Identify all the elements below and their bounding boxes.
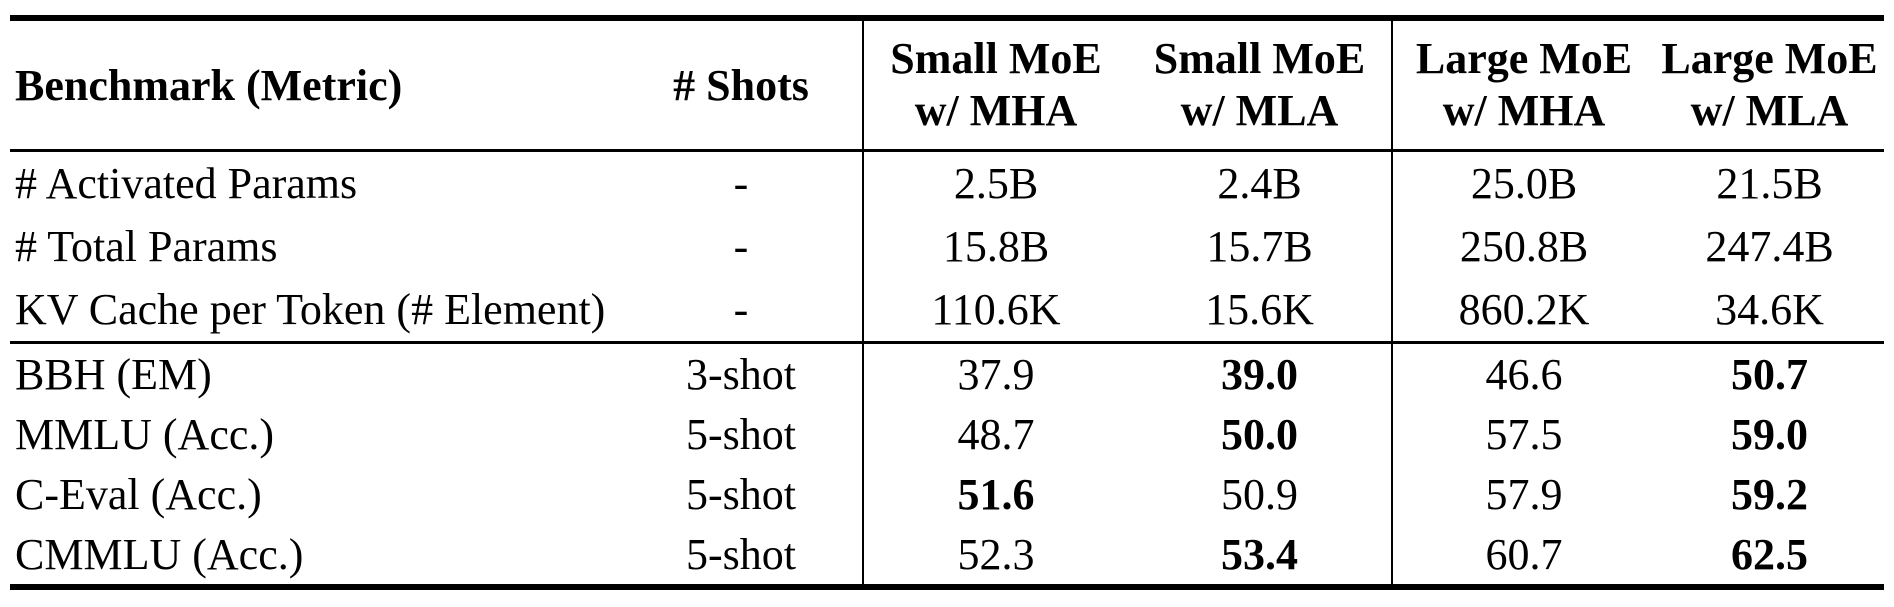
cell-value: 59.0 (1731, 409, 1808, 459)
cell-value: 62.5 (1731, 529, 1808, 579)
cell-value: 39.0 (1221, 349, 1298, 399)
header-large-moe-mla: Large MoE w/ MLA (1655, 21, 1884, 149)
cell-value: 50.0 (1221, 409, 1298, 459)
header-model-line1: Large MoE (1415, 34, 1633, 83)
row-label: BBH (EM) (15, 349, 212, 399)
row-label: CMMLU (Acc.) (15, 529, 304, 579)
row-label: C-Eval (Acc.) (15, 469, 262, 519)
cell-shots: 5-shot (686, 469, 796, 519)
header-benchmark-metric: Benchmark (Metric) (15, 60, 403, 110)
cell-value: 46.6 (1391, 344, 1655, 404)
cell-value: 2.4B (1217, 159, 1302, 208)
cell-value: 21.5B (1716, 159, 1823, 208)
cell-value: 50.9 (1221, 469, 1298, 519)
cell-shots: 5-shot (686, 529, 796, 579)
row-label: KV Cache per Token (# Element) (15, 285, 606, 334)
cell-value: 52.3 (862, 524, 1128, 584)
cell-value: 60.7 (1391, 524, 1655, 584)
header-model-line1: Large MoE (1661, 34, 1878, 83)
cell-value: 15.6K (1205, 285, 1314, 334)
cell-value: 250.8B (1391, 215, 1655, 278)
table-bottom-rule (10, 584, 1884, 590)
header-model-line2: w/ MLA (1690, 86, 1849, 135)
benchmarks-section: BBH (EM) 3-shot 37.9 39.0 46.6 50.7 MMLU… (10, 344, 1884, 584)
cell-shots: 5-shot (686, 409, 796, 459)
header-model-line2: w/ MHA (1442, 86, 1606, 135)
row-label: MMLU (Acc.) (15, 409, 275, 459)
cell-value: 50.7 (1731, 349, 1808, 399)
section-divider-rule (10, 341, 1884, 344)
cell-shots: - (733, 285, 749, 334)
cell-value: 2.5B (862, 152, 1128, 215)
cell-value: 34.6K (1715, 285, 1824, 334)
results-table: Benchmark (Metric) # Shots Small MoE w/ … (10, 15, 1884, 590)
cell-shots: - (733, 222, 749, 271)
params-section: # Activated Params - 2.5B 2.4B 25.0B 21.… (10, 152, 1884, 341)
cell-shots: - (733, 159, 749, 208)
cell-value: 53.4 (1221, 529, 1298, 579)
header-large-moe-mha: Large MoE w/ MHA (1391, 21, 1655, 149)
header-model-line1: Small MoE (1153, 34, 1366, 83)
cell-value: 59.2 (1731, 469, 1808, 519)
header-num-shots: # Shots (673, 60, 809, 110)
cell-value: 860.2K (1391, 278, 1655, 341)
cell-value: 57.5 (1391, 404, 1655, 464)
table-header-row: Benchmark (Metric) # Shots Small MoE w/ … (10, 21, 1884, 149)
header-model-line2: w/ MLA (1180, 86, 1339, 135)
row-label: # Activated Params (15, 159, 358, 208)
cell-value: 48.7 (862, 404, 1128, 464)
table-top-rule (10, 15, 1884, 21)
cell-value: 57.9 (1391, 464, 1655, 524)
header-small-moe-mha: Small MoE w/ MHA (862, 21, 1128, 149)
cell-shots: 3-shot (686, 349, 796, 399)
header-divider-rule (10, 149, 1884, 152)
cell-value: 15.8B (862, 215, 1128, 278)
row-label: # Total Params (15, 222, 278, 271)
cell-value: 37.9 (862, 344, 1128, 404)
header-model-line2: w/ MHA (914, 86, 1078, 135)
header-small-moe-mla: Small MoE w/ MLA (1128, 21, 1391, 149)
cell-value: 15.7B (1206, 222, 1313, 271)
cell-value: 247.4B (1705, 222, 1834, 271)
header-model-line1: Small MoE (890, 34, 1102, 83)
cell-value: 25.0B (1391, 152, 1655, 215)
cell-value: 51.6 (862, 464, 1128, 524)
cell-value: 110.6K (862, 278, 1128, 341)
